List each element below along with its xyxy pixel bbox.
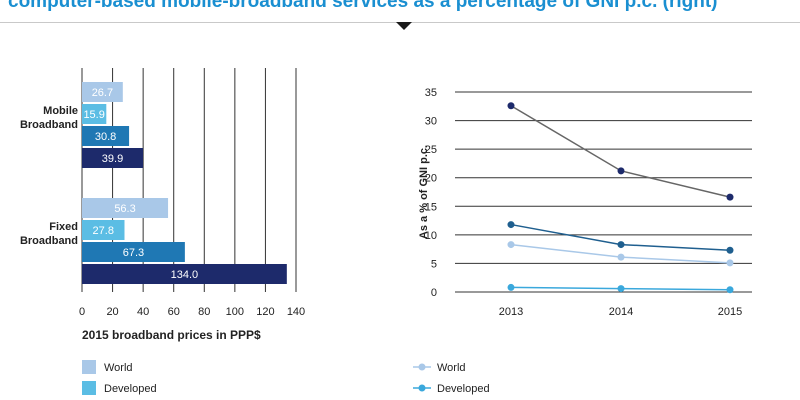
bar bbox=[82, 198, 169, 218]
y-tick-label: 25 bbox=[425, 144, 437, 156]
data-point bbox=[617, 241, 625, 249]
category-label: Fixed bbox=[49, 221, 78, 233]
header-band: computer-based mobile-broadband services… bbox=[0, 0, 800, 23]
y-tick-label: 15 bbox=[425, 201, 437, 213]
bar-value-label: 56.3 bbox=[114, 203, 135, 215]
x-tick-label: 80 bbox=[198, 306, 210, 318]
x-tick-label: 100 bbox=[226, 306, 244, 318]
bar-value-label: 15.9 bbox=[83, 109, 104, 121]
x-tick-label: 60 bbox=[168, 306, 180, 318]
y-tick-label: 0 bbox=[431, 287, 437, 299]
page-title: computer-based mobile-broadband services… bbox=[8, 0, 718, 12]
y-tick-label: 10 bbox=[425, 230, 437, 242]
category-label: Mobile bbox=[43, 105, 78, 117]
bar-value-label: 30.8 bbox=[95, 131, 116, 143]
y-tick-label: 20 bbox=[425, 173, 437, 185]
category-label: Broadband bbox=[20, 235, 78, 247]
data-point bbox=[617, 253, 625, 261]
bar bbox=[82, 82, 123, 102]
series-line bbox=[510, 105, 731, 198]
x-tick-label: 0 bbox=[79, 306, 85, 318]
x-axis-label: 2015 broadband prices in PPP$ bbox=[82, 328, 261, 342]
bar bbox=[82, 264, 287, 284]
data-point bbox=[617, 167, 625, 175]
x-tick-label: 140 bbox=[287, 306, 305, 318]
bar bbox=[82, 148, 143, 168]
bar-value-label: 26.7 bbox=[92, 87, 113, 99]
legend-label: Developed bbox=[437, 383, 490, 395]
legend-marker bbox=[418, 363, 426, 371]
bar-value-label: 27.8 bbox=[93, 225, 114, 237]
y-tick-label: 35 bbox=[425, 87, 437, 99]
y-tick-label: 30 bbox=[425, 116, 437, 128]
x-tick-label: 2014 bbox=[609, 306, 633, 318]
legend-swatch bbox=[82, 381, 96, 395]
legend-label: World bbox=[104, 362, 133, 374]
category-label: Broadband bbox=[20, 119, 78, 131]
data-point bbox=[726, 193, 734, 201]
data-point bbox=[507, 283, 515, 291]
legend-marker bbox=[418, 384, 426, 392]
data-point bbox=[507, 241, 515, 249]
data-point bbox=[726, 286, 734, 294]
bar bbox=[82, 242, 185, 262]
legend-swatch bbox=[82, 360, 96, 374]
x-tick-label: 120 bbox=[256, 306, 274, 318]
header-notch-icon bbox=[396, 22, 412, 30]
data-point bbox=[726, 246, 734, 254]
x-tick-label: 20 bbox=[106, 306, 118, 318]
data-point bbox=[617, 285, 625, 293]
bar-value-label: 67.3 bbox=[123, 247, 144, 259]
x-tick-label: 2013 bbox=[499, 306, 523, 318]
y-axis-label: As a % of GNI p.c. bbox=[418, 145, 430, 239]
data-point bbox=[507, 221, 515, 229]
legend-label: Developed bbox=[104, 383, 157, 395]
bar-value-label: 134.0 bbox=[171, 269, 199, 281]
bar bbox=[82, 220, 125, 240]
data-point bbox=[726, 259, 734, 267]
x-tick-label: 2015 bbox=[718, 306, 742, 318]
bar bbox=[82, 126, 130, 146]
y-tick-label: 5 bbox=[431, 258, 437, 270]
data-point bbox=[507, 102, 515, 110]
x-tick-label: 40 bbox=[137, 306, 149, 318]
legend-label: World bbox=[437, 362, 466, 374]
bar bbox=[82, 104, 107, 124]
bar-value-label: 39.9 bbox=[102, 153, 123, 165]
